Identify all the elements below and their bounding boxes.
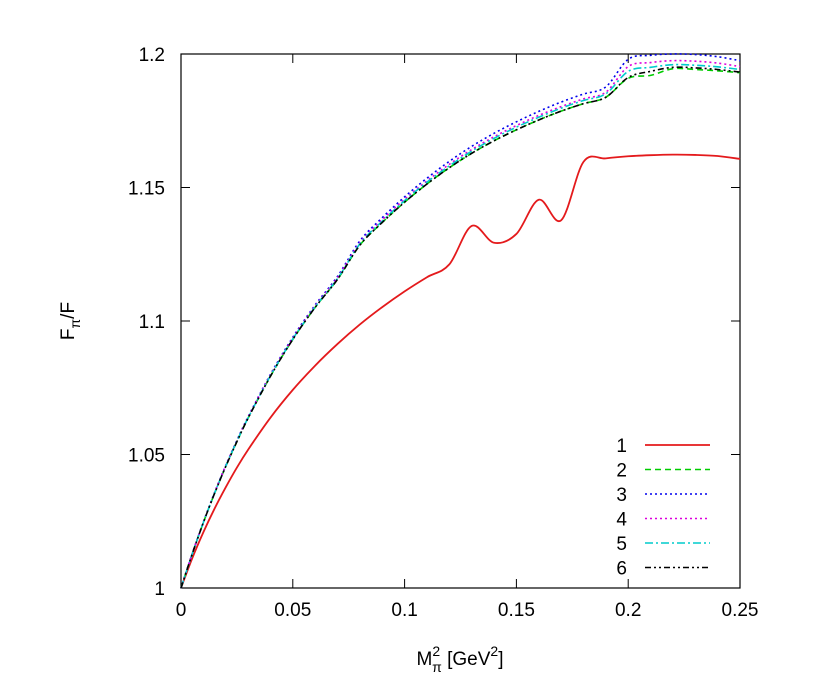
- x-tick-label: 0.1: [391, 600, 417, 621]
- legend-label-6: 6: [616, 559, 627, 580]
- legend-label-5: 5: [616, 534, 627, 555]
- y-tick-label: 1: [154, 579, 165, 600]
- series-line-6: [180, 66, 741, 589]
- tick-marks: [180, 53, 741, 589]
- plot-frame: [180, 53, 741, 589]
- legend-label-1: 1: [616, 436, 627, 457]
- y-tick-label: 1.2: [139, 45, 165, 66]
- plot-border: [180, 53, 741, 589]
- y-axis-label: Fπ/F: [58, 302, 83, 340]
- legend-label-2: 2: [616, 461, 627, 482]
- x-tick-label: 0.15: [498, 600, 535, 621]
- legend-label-4: 4: [616, 510, 627, 531]
- x-tick-label: 0: [176, 600, 187, 621]
- x-tick-label: 0.2: [615, 600, 641, 621]
- curves: [180, 53, 741, 589]
- series-line-2: [180, 67, 741, 589]
- x-tick-label: 0.05: [274, 600, 311, 621]
- x-tick-label: 0.25: [722, 600, 759, 621]
- legend-label-3: 3: [616, 485, 627, 506]
- y-tick-label: 1.05: [128, 446, 165, 467]
- tick-labels: 0 0.05 0.1 0.15 0.2 0.25 1 1.05 1.1 1.15 1.2: [128, 45, 758, 621]
- y-tick-label: 1.1: [139, 312, 165, 333]
- series-line-1: [180, 153, 741, 589]
- series-line-3: [180, 53, 741, 589]
- series-line-5: [180, 63, 741, 589]
- series-line-4: [180, 59, 741, 589]
- legend: 1 2 3 4 5 6: [616, 436, 710, 580]
- y-tick-label: 1.15: [128, 179, 165, 200]
- x-axis-label: M2 π [GeV2]: [417, 643, 504, 675]
